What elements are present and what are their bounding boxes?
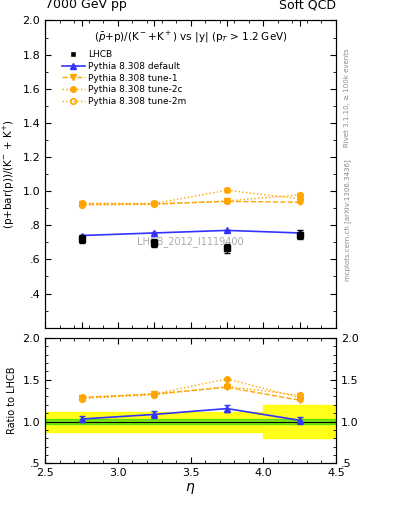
Text: Rivet 3.1.10, ≥ 100k events: Rivet 3.1.10, ≥ 100k events <box>344 48 350 146</box>
X-axis label: $\eta$: $\eta$ <box>185 481 196 496</box>
Legend: LHCB, Pythia 8.308 default, Pythia 8.308 tune-1, Pythia 8.308 tune-2c, Pythia 8.: LHCB, Pythia 8.308 default, Pythia 8.308… <box>59 47 190 110</box>
Text: LHCB_2012_I1119400: LHCB_2012_I1119400 <box>137 236 244 247</box>
Text: Soft QCD: Soft QCD <box>279 0 336 11</box>
Y-axis label: Ratio to LHCB: Ratio to LHCB <box>7 367 17 434</box>
Text: ($\bar{p}$+p)/(K$^-$+K$^+$) vs |y| (p$_{T}$ > 1.2 GeV): ($\bar{p}$+p)/(K$^-$+K$^+$) vs |y| (p$_{… <box>94 30 287 45</box>
Y-axis label: (p+bar(p))/(K$^{-}$ + K$^{+}$): (p+bar(p))/(K$^{-}$ + K$^{+}$) <box>2 119 17 229</box>
Text: 7000 GeV pp: 7000 GeV pp <box>45 0 127 11</box>
Text: mcplots.cern.ch [arXiv:1306.3436]: mcplots.cern.ch [arXiv:1306.3436] <box>344 159 351 281</box>
